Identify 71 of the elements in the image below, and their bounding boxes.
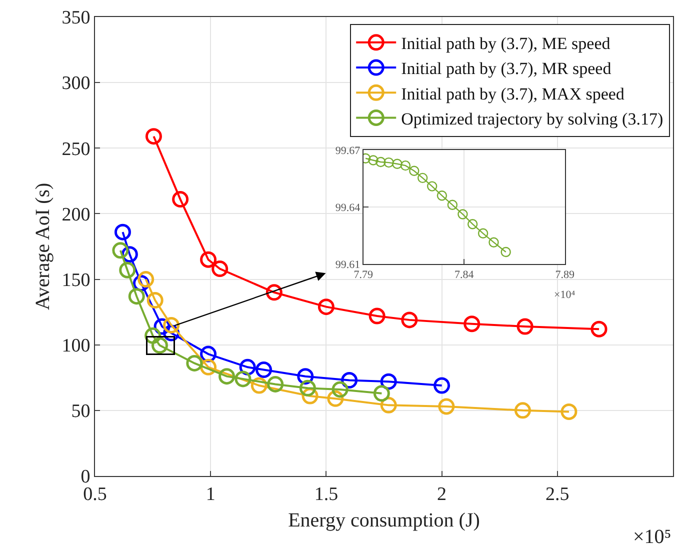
y-tick-label: 350 (62, 8, 90, 29)
y-tick-label: 300 (62, 73, 90, 94)
annotation: ×10⁴ (554, 289, 576, 301)
point (266, 284, 282, 301)
point (436, 190, 448, 201)
point (384, 157, 394, 168)
legend-label: Initial path by (3.7), MR speed (401, 59, 612, 78)
x-axis-title: Energy consumption (J) (288, 509, 480, 532)
point (318, 298, 334, 316)
point (438, 398, 455, 415)
point (119, 262, 136, 278)
x-tick-label: 2.5 (546, 484, 570, 505)
point (560, 403, 578, 420)
y-tick-label: 99.67 (335, 144, 361, 157)
y-tick-label: 200 (62, 204, 90, 226)
point (458, 209, 468, 220)
point (114, 224, 131, 240)
point (299, 380, 316, 396)
point (138, 271, 154, 288)
point (478, 228, 488, 239)
point (234, 370, 252, 388)
point (163, 316, 180, 334)
point (146, 292, 164, 309)
y-tick-label: 50 (71, 401, 90, 422)
point (332, 381, 348, 398)
point (392, 158, 402, 169)
point (464, 316, 480, 332)
legend-label: Initial path by (3.7), ME speed (401, 34, 611, 54)
x-tick-label: 2 (437, 484, 447, 505)
point (172, 191, 189, 208)
y-tick-label: 250 (62, 138, 90, 160)
point (488, 237, 499, 248)
point (200, 251, 217, 268)
text: ×10⁵ (633, 526, 672, 548)
point (418, 172, 428, 184)
point (212, 260, 228, 278)
point (128, 288, 145, 305)
point (256, 362, 272, 378)
point (516, 318, 534, 335)
point (500, 246, 511, 258)
y-tick-label: 99.61 (335, 258, 360, 271)
x-tick-label: 7.89 (555, 269, 575, 282)
x-tick-label: 1 (206, 484, 216, 505)
x-tick-label: 7.84 (454, 269, 474, 282)
y-tick-label: 100 (62, 336, 90, 357)
legend-label: Initial path by (3.7), MAX speed (401, 84, 625, 104)
point (447, 200, 458, 210)
x-tick-label: 7.79 (354, 269, 374, 282)
point (368, 308, 386, 324)
point (250, 377, 268, 394)
point (426, 181, 438, 192)
y-tick-label: 150 (62, 270, 90, 291)
point (368, 155, 378, 166)
point (590, 320, 608, 338)
point (514, 402, 531, 419)
legend-label: Optimized trajectory by solving (3.17) (401, 109, 664, 128)
point (409, 166, 420, 176)
point (401, 312, 418, 328)
y-axis-title: Average AoI (s) (32, 182, 54, 310)
point (467, 219, 478, 230)
y-tick-label: 99.64 (335, 202, 361, 214)
point (376, 156, 386, 168)
point (186, 354, 203, 372)
point (400, 160, 411, 171)
point (112, 242, 129, 259)
point (218, 368, 236, 385)
x-tick-label: 1.5 (314, 484, 338, 505)
point (267, 376, 284, 392)
point (145, 128, 162, 145)
point (434, 377, 450, 394)
point (373, 385, 390, 402)
